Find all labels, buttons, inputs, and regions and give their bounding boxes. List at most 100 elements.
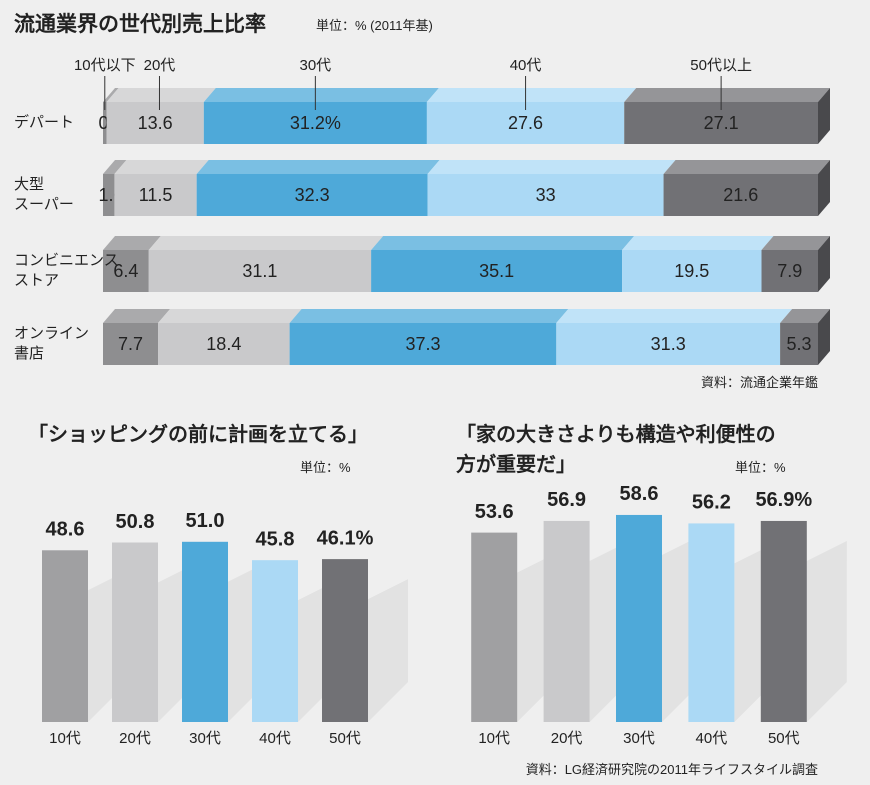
bar-top-face xyxy=(289,309,569,323)
bar-segment xyxy=(663,174,818,216)
bar-segment xyxy=(148,250,372,292)
value-label: 32.3 xyxy=(295,185,330,205)
bar-top-face xyxy=(196,160,440,174)
chart-subtitle: 単位：% (2011年基) xyxy=(316,18,433,33)
value-label: 6.4 xyxy=(113,261,138,281)
value-label: 5.3 xyxy=(787,334,812,354)
x-tick-label: 10代 xyxy=(49,730,81,747)
bar-side-face xyxy=(818,88,830,144)
x-tick-label: 10代 xyxy=(478,730,510,747)
category-label: オンライン 書店 xyxy=(14,325,90,362)
bar-top-face xyxy=(106,88,216,102)
bar xyxy=(471,532,518,722)
bar-segment xyxy=(622,250,762,292)
value-label: 48.6 xyxy=(46,519,85,541)
value-label: 31.2% xyxy=(290,113,341,133)
value-label: 31.1 xyxy=(242,261,277,281)
bar-top-face xyxy=(371,236,635,250)
legend-label: 10代以下 xyxy=(74,57,136,74)
bar-segment xyxy=(114,174,197,216)
x-tick-label: 30代 xyxy=(189,730,221,747)
bar-segment xyxy=(103,174,115,216)
value-label: 33 xyxy=(536,185,556,205)
x-tick-label: 30代 xyxy=(623,730,655,747)
value-label: 7.7 xyxy=(118,334,143,354)
category-label: コンビニエンス ストア xyxy=(14,252,119,289)
value-label: 11.5 xyxy=(139,185,173,205)
bar xyxy=(322,559,368,722)
bar-top-face xyxy=(148,236,384,250)
bar xyxy=(112,542,158,722)
x-tick-label: 50代 xyxy=(768,730,800,747)
bar-segment xyxy=(289,323,557,365)
value-label: 18.4 xyxy=(206,334,241,354)
x-tick-label: 50代 xyxy=(329,730,361,747)
value-label: 53.6 xyxy=(475,501,514,523)
bar-top-face xyxy=(103,309,171,323)
x-tick-label: 20代 xyxy=(551,730,583,747)
bar-top-face xyxy=(103,160,127,174)
x-tick-label: 20代 xyxy=(119,730,151,747)
x-tick-label: 40代 xyxy=(696,730,728,747)
bar xyxy=(252,560,298,722)
bar-side-face xyxy=(818,160,830,216)
legend-label: 50代以上 xyxy=(690,57,752,74)
bar-top-face xyxy=(427,160,676,174)
value-label: 56.9 xyxy=(547,489,586,511)
value-label: 37.3 xyxy=(405,334,440,354)
bar-top-face xyxy=(622,236,774,250)
value-label: 19.5 xyxy=(674,261,709,281)
chart-title: 「ショッピングの前に計画を立てる」 xyxy=(28,424,368,446)
bar-segment xyxy=(371,250,623,292)
bar-segment xyxy=(158,323,290,365)
bar-segment xyxy=(556,323,781,365)
bar-side-face xyxy=(818,309,830,365)
value-label: 56.2 xyxy=(692,492,731,514)
bar-side-face xyxy=(818,236,830,292)
value-label: 58.6 xyxy=(620,483,659,505)
bar-shadow xyxy=(806,540,847,722)
bar-top-face xyxy=(114,160,209,174)
chart-title: 流通業界の世代別売上比率 xyxy=(14,13,266,36)
category-label: デパート xyxy=(14,114,75,131)
bar-top-face xyxy=(780,309,830,323)
bar-top-face xyxy=(158,309,302,323)
bar-top-face xyxy=(624,88,830,102)
value-label: 50.8 xyxy=(116,511,155,533)
legend-label: 20代 xyxy=(144,57,176,74)
bar-top-face xyxy=(556,309,793,323)
bar xyxy=(182,541,228,722)
category-label: 大型 スーパー xyxy=(14,176,74,213)
source: 資料：LG経済研究院の2011年ライフスタイル調査 xyxy=(525,762,818,777)
bar-segment xyxy=(103,102,107,144)
value-label: 13.6 xyxy=(138,113,173,133)
bar-top-face xyxy=(663,160,830,174)
bar-segment xyxy=(761,250,818,292)
bar-segment xyxy=(106,102,204,144)
bar-segment xyxy=(103,250,149,292)
value-label: 45.8 xyxy=(256,528,295,550)
bar-segment xyxy=(427,174,664,216)
source: 資料：流通企業年鑑 xyxy=(700,375,818,390)
legend-label: 30代 xyxy=(300,57,332,74)
bar xyxy=(760,520,807,722)
bar-segment xyxy=(196,174,428,216)
bar-segment xyxy=(780,323,818,365)
bar-shadow xyxy=(368,579,408,722)
value-label: 51.0 xyxy=(186,510,225,532)
bar-top-face xyxy=(103,88,119,102)
chart-subtitle: 単位：% xyxy=(300,460,351,475)
chart-subtitle: 単位：% xyxy=(735,460,786,475)
value-label: 27.1 xyxy=(704,113,739,133)
bar-top-face xyxy=(103,236,161,250)
bar-top-face xyxy=(761,236,830,250)
bar-top-face xyxy=(203,88,439,102)
value-label: 35.1 xyxy=(479,261,514,281)
value-label: 21.6 xyxy=(723,185,758,205)
value-label: 31.3 xyxy=(651,334,686,354)
legend-label: 40代 xyxy=(510,57,542,74)
bar-top-face xyxy=(426,88,637,102)
chart-title: 「家の大きさよりも構造や利便性の 方が重要だ」 xyxy=(456,424,776,476)
